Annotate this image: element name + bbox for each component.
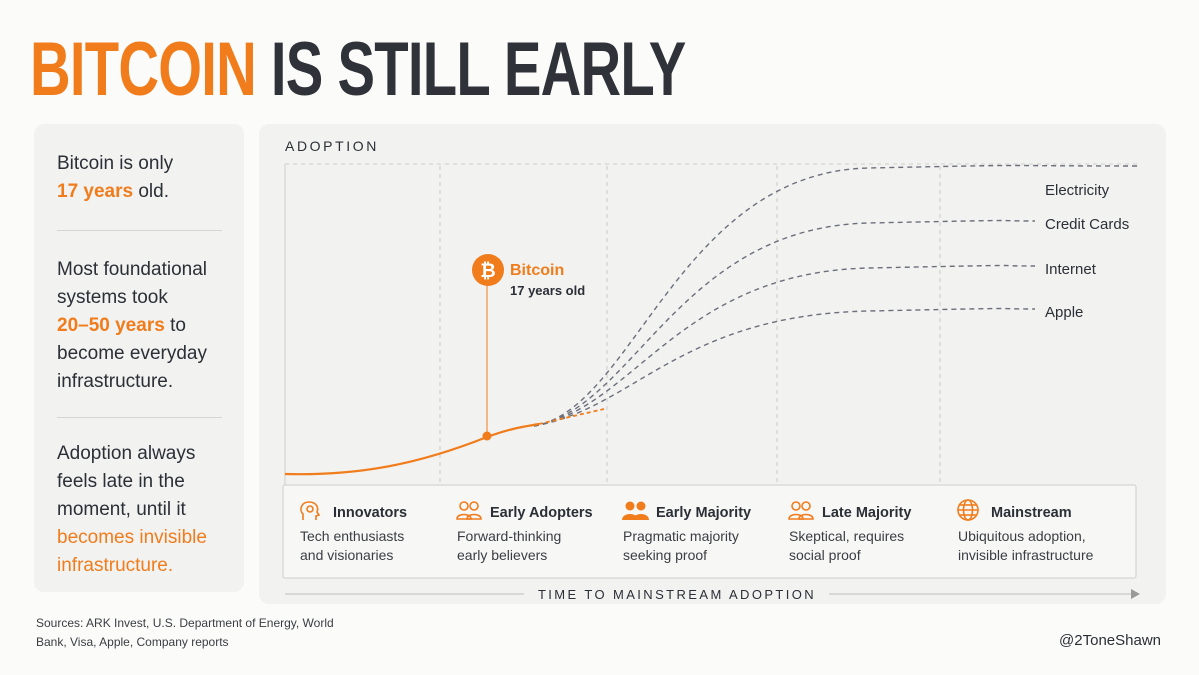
person-head [459, 501, 469, 511]
bulb [306, 505, 314, 513]
stage-name-mainstream: Mainstream [991, 505, 1072, 521]
stage-desc-line: seeking proof [623, 547, 707, 563]
page-title: BITCOIN IS STILL EARLY [30, 20, 686, 120]
person-body [466, 513, 482, 520]
x-axis-arrow [1131, 589, 1140, 599]
block3-text: Adoption always feels late in the moment… [57, 443, 196, 520]
bitcoin-symbol: ₿ [480, 261, 495, 282]
stage-legend-box [282, 484, 1137, 579]
stage-desc-line: Forward-thinking [457, 528, 561, 544]
stage-desc-line: social proof [789, 547, 861, 563]
divider [57, 417, 222, 418]
stage-desc-line: Skeptical, requires [789, 528, 904, 544]
stage-desc-line: and visionaries [300, 547, 393, 563]
series-line-electricity [533, 164, 1140, 427]
series-label-credit-cards: Credit Cards [1045, 216, 1129, 233]
adoption-chart: ADOPTION Electricity Credit Cards Internet… [282, 138, 1140, 602]
block1-text-end: old. [138, 181, 169, 202]
block3-highlight: becomes invisible infrastructure. [57, 527, 207, 576]
series-label-electricity: Electricity [1045, 182, 1110, 199]
sources-note: Sources: ARK Invest, U.S. Department of … [36, 616, 334, 649]
stage-name-innovators: Innovators [333, 505, 407, 521]
series-label-apple: Apple [1045, 304, 1083, 321]
lightbulb-head-icon [300, 501, 321, 520]
title-rest: IS STILL EARLY [270, 27, 686, 112]
series-line-apple [533, 307, 1036, 427]
block2-text-end: to become everyday infrastructure. [57, 315, 207, 392]
people-filled-icon [622, 501, 649, 520]
block1-highlight: 17 years [57, 181, 134, 202]
stage-desc-line: early believers [457, 547, 547, 563]
divider [57, 230, 222, 231]
title-highlight: BITCOIN [30, 27, 257, 112]
person-head [636, 501, 646, 511]
people-outline-icon [788, 501, 814, 520]
stage-name-early-adopters: Early Adopters [490, 505, 593, 521]
person-head [801, 501, 811, 511]
globe-icon [957, 499, 979, 521]
y-axis-label: ADOPTION [285, 138, 379, 154]
series-line-internet [533, 264, 1036, 427]
left-block-age: Bitcoin is only 17 years old. [57, 150, 237, 206]
bitcoin-point [482, 431, 492, 441]
person-head [469, 501, 479, 511]
stage-name-late-majority: Late Majority [822, 505, 911, 521]
person-head [625, 501, 635, 511]
bitcoin-marker-sublabel: 17 years old [510, 283, 585, 298]
left-block-systems: Most foundational systems took 20–50 yea… [57, 256, 227, 396]
left-panel: Bitcoin is only 17 years old. Most found… [34, 124, 244, 592]
author-handle: @2ToneShawn [1059, 632, 1161, 649]
left-block-adoption: Adoption always feels late in the moment… [57, 440, 217, 580]
stage-desc-line: Pragmatic majority [623, 528, 739, 544]
series-label-internet: Internet [1045, 261, 1097, 278]
block1-text: Bitcoin is only [57, 153, 174, 174]
person-head [791, 501, 801, 511]
chart-panel: ADOPTION Electricity Credit Cards Internet… [259, 124, 1166, 604]
person-body [633, 514, 649, 520]
stage-desc-line: Ubiquitous adoption, [958, 528, 1086, 544]
series-line-credit-cards [533, 219, 1036, 427]
stage-name-early-majority: Early Majority [656, 505, 751, 521]
people-outline-icon [456, 501, 482, 520]
stage-desc-line: Tech enthusiasts [300, 528, 404, 544]
stage-desc-line: invisible infrastructure [958, 547, 1094, 563]
bitcoin-icon [472, 254, 504, 286]
bitcoin-marker-label: Bitcoin [510, 262, 564, 279]
head-outline [300, 501, 321, 520]
x-axis-label: TIME TO MAINSTREAM ADOPTION [538, 587, 816, 602]
person-body [798, 513, 814, 520]
block2-text: Most foundational systems took [57, 259, 207, 308]
block2-highlight: 20–50 years [57, 315, 165, 336]
bitcoin-line [284, 422, 540, 476]
